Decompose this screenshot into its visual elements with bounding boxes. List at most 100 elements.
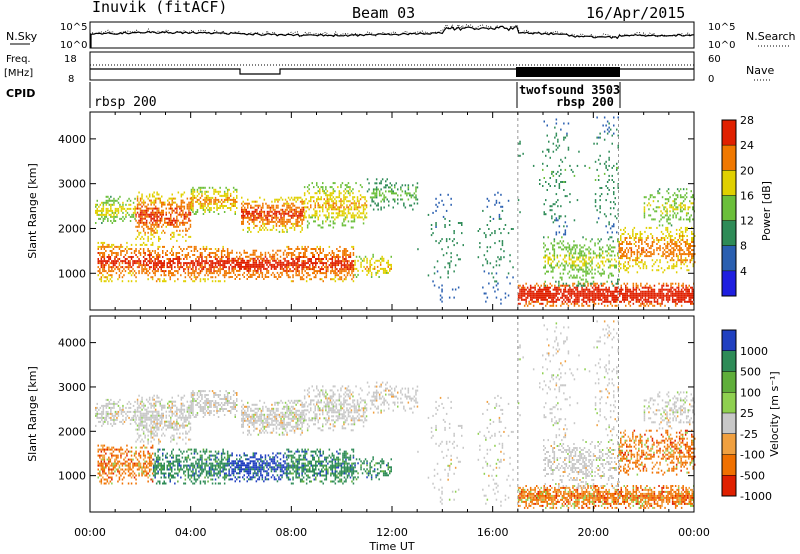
- power-cell: [345, 254, 347, 256]
- power-cell: [607, 252, 610, 255]
- power-cell: [539, 286, 541, 289]
- power-cell: [104, 217, 106, 220]
- power-cell: [276, 261, 279, 264]
- power-cell: [564, 264, 566, 267]
- power-cell: [582, 274, 584, 277]
- power-cell: [135, 243, 137, 246]
- power-cell: [293, 212, 296, 215]
- power-cell: [677, 288, 680, 291]
- power-cell: [228, 257, 230, 260]
- power-cell: [126, 207, 129, 210]
- power-cell: [202, 278, 205, 281]
- power-cell: [680, 235, 682, 237]
- power-cell: [609, 260, 611, 263]
- power-cell: [232, 271, 235, 274]
- power-cell: [680, 243, 682, 245]
- power-cell: [148, 260, 151, 263]
- power-cell: [272, 220, 275, 223]
- power-cell: [281, 208, 284, 211]
- power-cell: [115, 260, 118, 263]
- power-cell: [343, 196, 345, 199]
- power-cell: [145, 243, 148, 246]
- power-cell: [587, 294, 589, 297]
- power-cell: [269, 261, 271, 264]
- power-cell: [561, 296, 564, 299]
- power-cell: [301, 264, 303, 267]
- power-cell: [234, 213, 236, 215]
- power-cell: [116, 209, 118, 212]
- power-cell: [691, 288, 693, 291]
- power-cell: [210, 266, 212, 269]
- power-cell: [259, 216, 261, 219]
- power-cell: [340, 262, 343, 265]
- power-cell: [286, 222, 288, 225]
- power-cell: [110, 203, 112, 206]
- power-cell: [189, 225, 192, 228]
- power-cell: [170, 217, 172, 220]
- power-cell: [630, 237, 633, 239]
- power-cell: [277, 200, 279, 203]
- power-cell: [632, 288, 635, 291]
- power-cell: [271, 218, 273, 221]
- power-cell: [171, 211, 173, 214]
- power-cell: [257, 216, 260, 219]
- power-cell: [574, 260, 577, 263]
- power-cell: [692, 206, 694, 209]
- power-cell: [346, 254, 349, 256]
- power-cell: [256, 208, 258, 211]
- power-cell: [375, 196, 378, 199]
- power-cell: [299, 208, 302, 211]
- power-cell: [313, 208, 315, 211]
- noise-strip: N.Sky 10^5 10^0 10^5 10^0 N.Search: [6, 21, 796, 51]
- power-cell: [260, 210, 263, 213]
- power-cell: [358, 255, 361, 258]
- power-cell: [573, 298, 576, 301]
- power-cell: [316, 212, 318, 215]
- power-cell: [170, 207, 172, 210]
- power-cell: [106, 256, 109, 258]
- power-cell: [689, 206, 691, 209]
- power-cell: [186, 262, 188, 265]
- power-cell: [228, 276, 230, 279]
- power-cell: [352, 245, 355, 248]
- power-cell: [247, 230, 249, 233]
- power-cell: [559, 276, 562, 279]
- power-cell: [302, 252, 305, 254]
- power-cell: [627, 261, 630, 264]
- power-cell: [596, 292, 598, 295]
- power-cell: [653, 290, 656, 293]
- power-cell: [674, 237, 676, 239]
- power-cell: [569, 286, 571, 289]
- power-cell: [154, 213, 157, 216]
- power-cell: [147, 213, 149, 216]
- power-cell: [108, 256, 110, 258]
- power-cell: [543, 213, 545, 216]
- power-cell: [243, 271, 245, 274]
- power-cell: [159, 254, 161, 256]
- power-cell: [671, 290, 674, 293]
- power-cell: [666, 243, 669, 245]
- power-cell: [308, 214, 310, 217]
- power-cell: [183, 258, 185, 260]
- power-cell: [631, 296, 633, 299]
- power-cell: [554, 126, 556, 129]
- power-cell: [298, 270, 300, 273]
- power-cell: [641, 237, 643, 239]
- power-cell: [629, 288, 632, 291]
- power-cell: [118, 264, 121, 267]
- power-cell: [166, 254, 168, 256]
- power-cell: [633, 226, 636, 229]
- power-cell: [176, 205, 178, 208]
- power-cell: [665, 247, 667, 250]
- power-cell: [310, 252, 312, 254]
- power-cell: [290, 208, 293, 211]
- power-cell: [326, 190, 329, 193]
- power-cell: [584, 290, 586, 293]
- power-cell: [321, 258, 323, 260]
- power-cell: [560, 296, 562, 299]
- power-cell: [222, 264, 224, 267]
- power-cell: [684, 257, 687, 260]
- power-cell: [679, 208, 682, 211]
- power-cell: [356, 200, 359, 203]
- power-cell: [287, 248, 290, 250]
